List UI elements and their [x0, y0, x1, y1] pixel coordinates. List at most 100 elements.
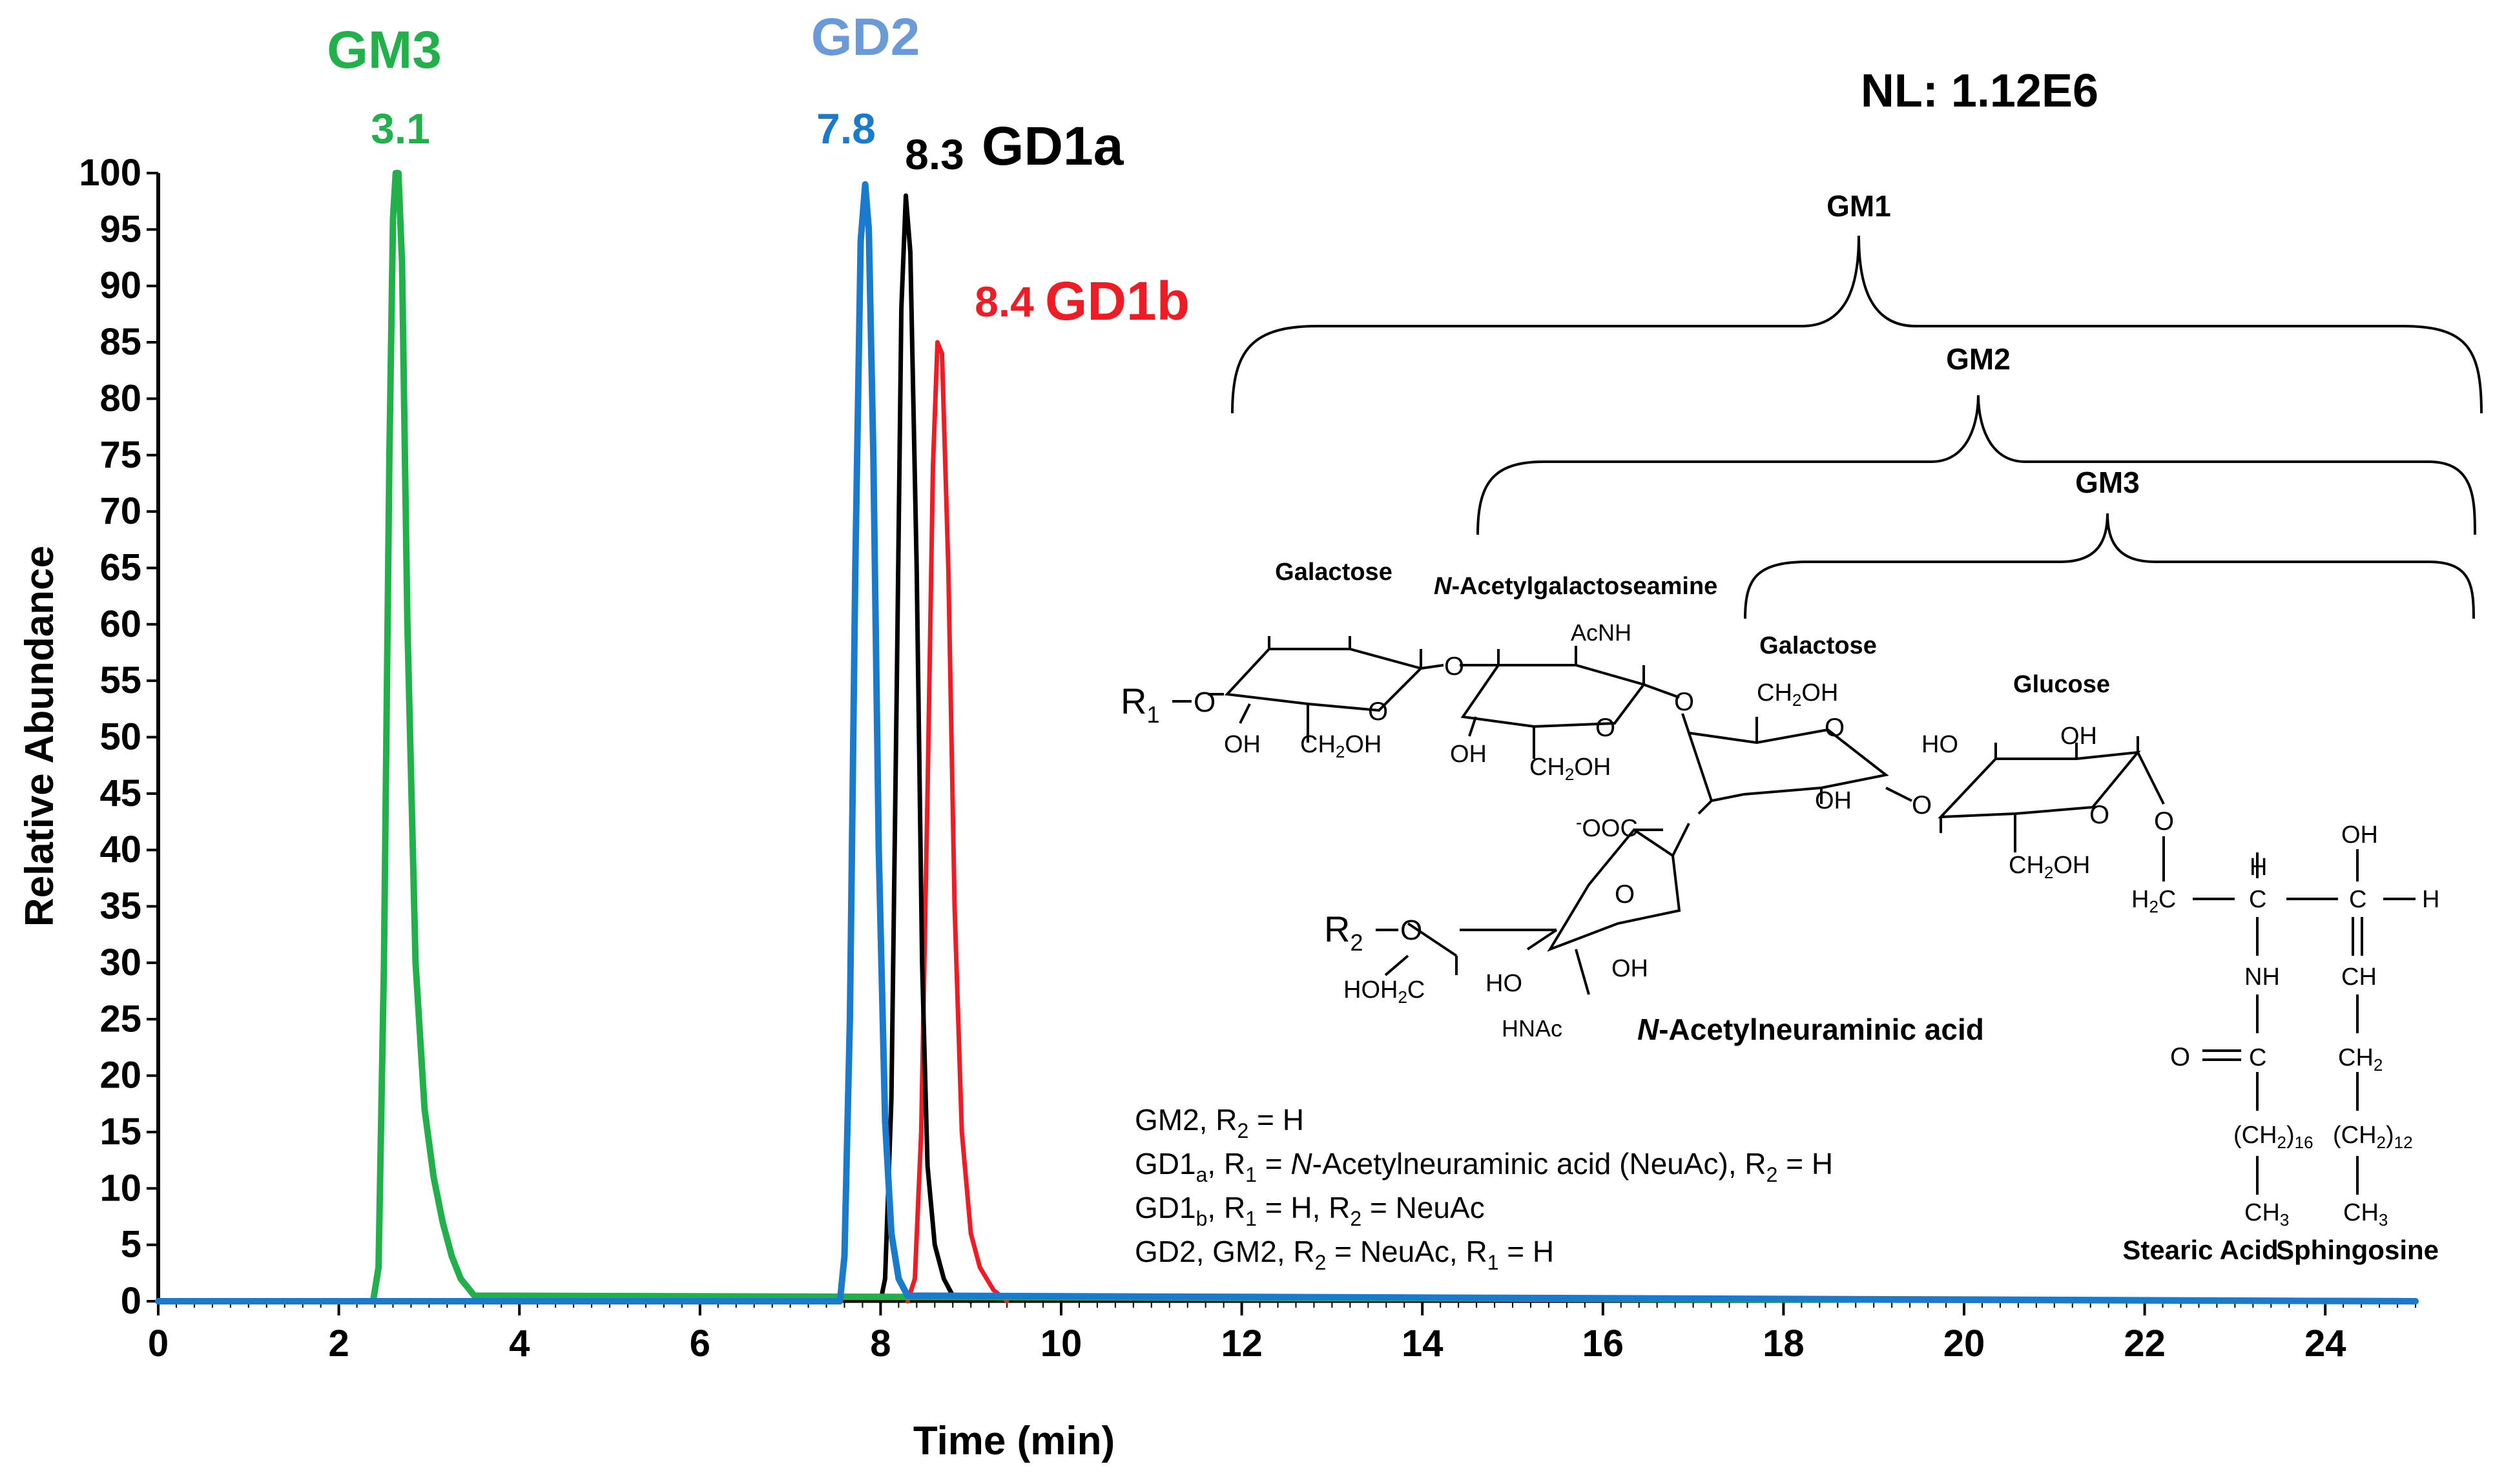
sugar-label-galnac: N-Acetylgalactoseamine	[1434, 573, 1717, 600]
axes: 0510152025303540455055606570758085909510…	[79, 152, 2416, 1365]
group-o-link4: O	[2154, 807, 2174, 836]
y-ticks: 0 5 10 15 20 25 30 35 40 45 50 55 60 65 70 75 80 85 90 95 10…	[79, 152, 158, 1322]
ring-galnac	[1460, 664, 1646, 728]
bond	[1468, 716, 1477, 737]
bond	[1407, 922, 1458, 957]
bond	[1420, 664, 1444, 670]
sugar-label-neuac: N-Acetylneuraminic acid	[1637, 1013, 1984, 1046]
group-o-r1: O	[1194, 686, 1216, 718]
legend-line-gd1a: GD1a, R1 = N-Acetylneuraminic acid (NeuA…	[1135, 1147, 1833, 1186]
x-tick-label: 22	[2124, 1323, 2166, 1365]
peak-name-gd2: GD2	[811, 8, 920, 67]
group-o-eq: O	[2170, 1043, 2190, 1071]
group-h: H	[2250, 854, 2267, 881]
group-o-ring4: O	[2089, 801, 2109, 829]
y-tick-label: 95	[99, 208, 141, 250]
structure-labels: GM1 GM2 GM3 Galactose N-Acetylgalactosea…	[1121, 189, 2439, 1274]
group-oh: OH	[2060, 723, 2097, 750]
group-oh: OH	[1450, 741, 1487, 768]
x-tick-label: 12	[1221, 1323, 1263, 1365]
bond	[1384, 954, 1409, 976]
bond	[2137, 752, 2165, 805]
group-o-ring2: O	[1595, 714, 1615, 742]
peak-name-gd1b: GD1b	[1045, 271, 1190, 331]
y-tick-label: 25	[99, 998, 141, 1040]
ganglioside-structure	[1208, 235, 2483, 1195]
group-oh: OH	[1224, 731, 1261, 758]
bond	[1671, 823, 1690, 856]
group-o-ring3: O	[1825, 714, 1845, 742]
ring-galactose-1	[1224, 648, 1423, 712]
group-c: C	[2249, 886, 2266, 913]
chart-title: NL: 1.12E6	[1861, 65, 2098, 117]
series-line-gd2	[155, 181, 2419, 1304]
group-ch2oh-2: CH2OH	[1529, 754, 1611, 784]
y-tick-label: 65	[99, 546, 141, 588]
peak-time-gd2: 7.8	[816, 105, 876, 152]
bond	[1575, 949, 1590, 995]
x-tick-label: 20	[1943, 1323, 1985, 1365]
x-tick-label: 6	[690, 1323, 710, 1365]
x-tick-label: 10	[1040, 1323, 1082, 1365]
group-h: H	[2422, 886, 2439, 913]
label-sphingosine: Sphingosine	[2276, 1235, 2439, 1265]
y-tick-label: 50	[99, 716, 141, 758]
x-tick-label: 8	[870, 1323, 891, 1365]
bracket-label-gm1: GM1	[1827, 189, 1891, 223]
bracket-label-gm2: GM2	[1946, 342, 2011, 376]
y-tick-label: 100	[79, 152, 141, 194]
group-ch2oh-4: CH2OH	[2009, 852, 2090, 882]
peak-time-gd1b: 8.4	[975, 278, 1034, 325]
group-o-ring5: O	[1615, 880, 1635, 909]
legend-line-gd2: GD2, GM2, R2 = NeuAc, R1 = H	[1135, 1235, 1554, 1274]
peak-name-gd1a: GD1a	[982, 116, 1124, 176]
legend-line-gd1b: GD1b, R1 = H, R2 = NeuAc	[1135, 1191, 1485, 1230]
x-tick-label: 18	[1763, 1323, 1805, 1365]
bond	[1681, 713, 1690, 734]
y-tick-label: 15	[99, 1111, 141, 1153]
y-tick-label: 10	[99, 1167, 141, 1209]
group-o-r2: O	[1400, 914, 1422, 946]
y-axis-label: Relative Abundance	[17, 546, 62, 927]
y-tick-label: 30	[99, 942, 141, 984]
series-line-gm3	[155, 170, 2419, 1304]
series-line-gd1a	[878, 193, 973, 1304]
ring-galactose-2	[1687, 728, 1889, 803]
y-tick-label: 0	[121, 1280, 141, 1322]
x-tick-label: 16	[1582, 1323, 1624, 1365]
bracket-gm3	[1744, 513, 2475, 619]
group-ch3: CH3	[2343, 1199, 2388, 1230]
x-axis-label: Time (min)	[913, 1419, 1115, 1463]
bracket-gm2	[1476, 395, 2476, 535]
group-c: C	[2349, 886, 2366, 913]
y-tick-label: 40	[99, 829, 141, 871]
y-tick-label: 80	[99, 377, 141, 419]
group-acnh: AcNH	[1571, 619, 1631, 646]
series-line-gd1b	[905, 340, 1009, 1304]
peak-name-gm3: GM3	[327, 21, 442, 79]
group-oh: OH	[1815, 787, 1852, 814]
group-ch2: CH2	[2338, 1044, 2383, 1075]
sugar-label-glucose: Glucose	[2013, 671, 2110, 698]
y-tick-label: 75	[99, 434, 141, 476]
bond	[1885, 787, 1912, 802]
bracket-label-gm3: GM3	[2075, 466, 2140, 499]
group-ch2-12: (CH2)12	[2333, 1122, 2413, 1152]
y-tick-label: 85	[99, 321, 141, 363]
group-oh: OH	[1611, 955, 1648, 982]
group-hoh2c: HOH2C	[1343, 976, 1425, 1007]
bond	[1643, 683, 1680, 699]
legend-line-gm2: GM2, R2 = H	[1135, 1103, 1304, 1142]
group-hnac: HNAc	[1502, 1015, 1562, 1042]
sugar-label-galactose-2: Galactose	[1759, 632, 1877, 659]
peak-time-gm3: 3.1	[371, 105, 430, 152]
peak-time-gd1a: 8.3	[905, 130, 964, 178]
bond	[1697, 799, 1713, 815]
x-tick-label: 14	[1402, 1323, 1444, 1365]
y-tick-label: 60	[99, 603, 141, 645]
y-tick-label: 55	[99, 659, 141, 701]
series-layer	[155, 170, 2419, 1304]
x-tick-label: 24	[2304, 1323, 2346, 1365]
y-tick-label: 45	[99, 772, 141, 814]
